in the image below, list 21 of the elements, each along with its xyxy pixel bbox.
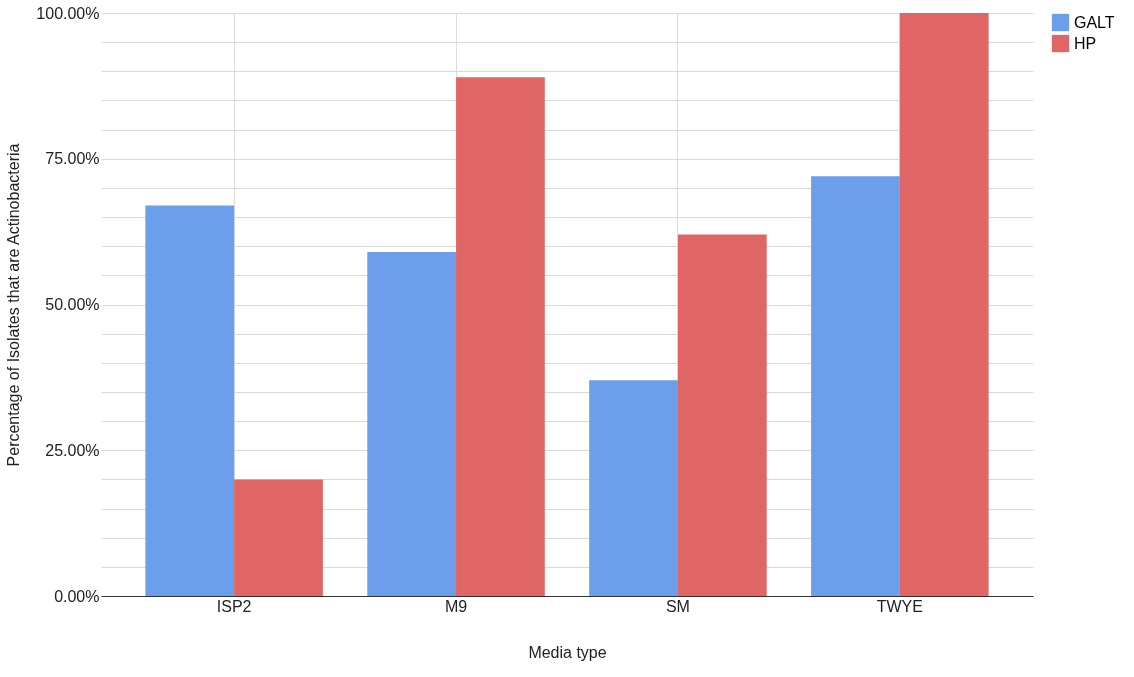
y-tick-label: 50.00% (45, 296, 100, 313)
bar (811, 176, 900, 596)
x-axis-title: Media type (528, 643, 607, 661)
y-axis-title: Percentage of Isolates that are Actinobacteria (5, 143, 23, 467)
bar (367, 252, 457, 596)
bar (456, 77, 545, 596)
bar (589, 380, 678, 596)
y-tick-label: 75.00% (45, 150, 100, 168)
x-tick-label: SM (665, 597, 690, 615)
y-tick-label: 25.00% (45, 441, 100, 459)
x-tick-label: ISP2 (216, 597, 252, 615)
legend-label: HP (1074, 34, 1097, 52)
y-tick-label: 100.00% (36, 4, 100, 22)
bar (677, 234, 767, 596)
bar (145, 205, 235, 596)
y-tick-label: 0.00% (54, 587, 100, 605)
legend-label: GALT (1074, 13, 1115, 31)
bar (899, 13, 989, 596)
x-tick-label: TWYE (876, 597, 923, 615)
bar (234, 479, 323, 596)
x-tick-label: M9 (444, 597, 468, 615)
